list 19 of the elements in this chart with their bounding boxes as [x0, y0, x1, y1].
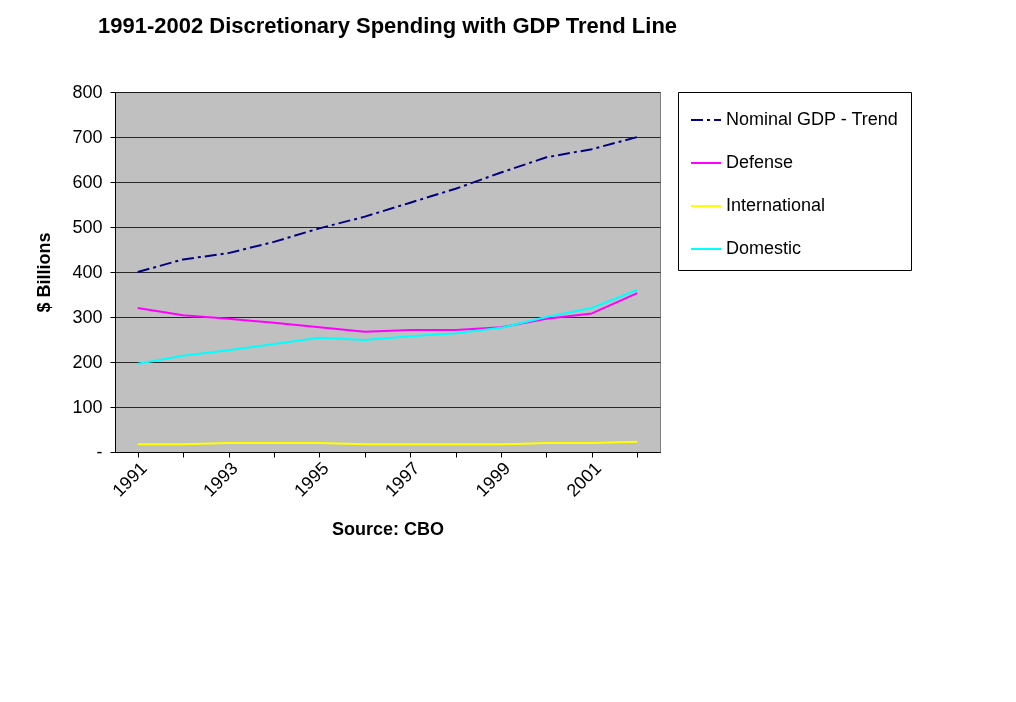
y-tick-label: 300: [72, 306, 103, 327]
line-series: [136, 136, 639, 273]
y-tick-label: 600: [72, 171, 103, 192]
x-axis-title: Source: CBO: [331, 518, 445, 539]
legend-label: Defense: [726, 152, 794, 172]
y-tick-label: 400: [72, 261, 103, 282]
chart-title: 1991-2002 Discretionary Spending with GDP Trend Line: [97, 13, 678, 38]
y-tick-label: 200: [72, 351, 103, 372]
legend-label: Domestic: [726, 238, 802, 258]
legend-label: Nominal GDP - Trend: [726, 109, 898, 129]
y-tick-label: 700: [72, 126, 103, 147]
y-tick-label: 100: [72, 396, 103, 417]
y-tick-label: 800: [72, 81, 103, 102]
y-axis-title: $ Billions: [34, 232, 55, 313]
legend-label: International: [726, 195, 826, 215]
y-tick-label: 500: [72, 216, 103, 237]
line-series: [136, 292, 639, 333]
y-tick-label: -: [96, 441, 103, 462]
line-series: [136, 289, 639, 365]
